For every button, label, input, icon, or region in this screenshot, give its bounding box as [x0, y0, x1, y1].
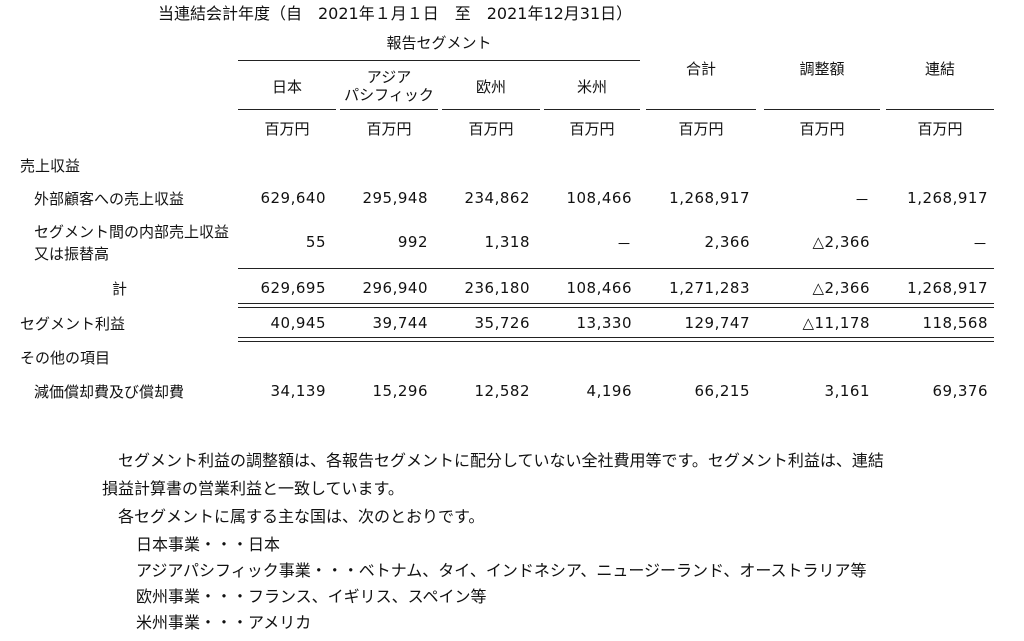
cell-value: 39,744 — [372, 314, 428, 332]
cell-value: 12,582 — [474, 382, 530, 400]
note-adjustment-line2: 損益計算書の営業利益と一致しています。 — [102, 479, 404, 498]
header-rule — [238, 109, 336, 110]
row-label-revenue: 売上収益 — [20, 157, 81, 175]
header-rule — [544, 109, 640, 110]
cell-value: 69,376 — [932, 382, 988, 400]
header-group-rule — [238, 60, 640, 61]
note-country-asia-pacific: アジアパシフィック事業・・・ベトナム、タイ、インドネシア、ニュージーランド、オー… — [136, 561, 867, 580]
unit-label: 百万円 — [468, 120, 514, 138]
cell-value: 34,139 — [270, 382, 326, 400]
header-rule — [886, 109, 994, 110]
cell-value: △2,366 — [812, 279, 870, 297]
row-label-depreciation: 減価償却費及び償却費 — [34, 383, 185, 401]
cell-value: 4,196 — [586, 382, 632, 400]
col-header-adjustment: 調整額 — [799, 60, 845, 78]
cell-value: 629,640 — [260, 189, 326, 207]
double-rule — [238, 303, 994, 304]
cell-value: 295,948 — [362, 189, 428, 207]
unit-label: 百万円 — [678, 120, 724, 138]
cell-value: 35,726 — [474, 314, 530, 332]
header-rule — [764, 109, 880, 110]
note-country-europe: 欧州事業・・・フランス、イギリス、スペイン等 — [136, 587, 487, 606]
note-countries-intro: 各セグメントに属する主な国は、次のとおりです。 — [118, 507, 485, 526]
cell-value: 118,568 — [922, 314, 988, 332]
cell-value: 15,296 — [372, 382, 428, 400]
cell-value: 1,271,283 — [669, 279, 750, 297]
cell-value: 40,945 — [270, 314, 326, 332]
col-header-consolidated: 連結 — [924, 60, 955, 78]
header-rule — [442, 109, 540, 110]
cell-value: 129,747 — [684, 314, 750, 332]
double-rule — [238, 307, 994, 308]
col-header-total: 合計 — [685, 60, 716, 78]
double-rule — [238, 337, 994, 338]
cell-value: △2,366 — [812, 233, 870, 251]
cell-value: 55 — [305, 233, 326, 251]
cell-value: － — [616, 235, 632, 253]
unit-label: 百万円 — [799, 120, 845, 138]
cell-value: 234,862 — [464, 189, 530, 207]
col-header-europe: 欧州 — [475, 78, 506, 96]
row-label-intersegment-revenue: セグメント間の内部売上収益 又は振替高 — [34, 223, 230, 263]
cell-value: － — [854, 191, 870, 209]
unit-label: 百万円 — [569, 120, 615, 138]
period-title: 当連結会計年度（自 2021年１月１日 至 2021年12月31日） — [158, 4, 633, 23]
cell-value: 1,268,917 — [907, 189, 988, 207]
cell-value: 1,318 — [484, 233, 530, 251]
note-country-americas: 米州事業・・・アメリカ — [136, 613, 312, 632]
reporting-segments-header: 報告セグメント — [386, 34, 492, 52]
row-label-other-items: その他の項目 — [20, 349, 111, 367]
cell-value: 2,366 — [704, 233, 750, 251]
note-country-japan: 日本事業・・・日本 — [136, 535, 281, 554]
cell-value: △11,178 — [802, 314, 870, 332]
cell-value: 108,466 — [566, 189, 632, 207]
double-rule — [238, 341, 994, 342]
cell-value: 3,161 — [824, 382, 870, 400]
cell-value: 1,268,917 — [907, 279, 988, 297]
cell-value: 296,940 — [362, 279, 428, 297]
note-adjustment-line1: セグメント利益の調整額は、各報告セグメントに配分していない全社費用等です。セグメ… — [118, 451, 884, 470]
unit-label: 百万円 — [264, 120, 310, 138]
cell-value: 1,268,917 — [669, 189, 750, 207]
header-rule — [646, 109, 756, 110]
subtotal-rule — [238, 268, 994, 269]
row-label-subtotal: 計 — [112, 280, 128, 298]
cell-value: 108,466 — [566, 279, 632, 297]
unit-label: 百万円 — [917, 120, 963, 138]
row-label-segment-profit: セグメント利益 — [20, 315, 126, 333]
cell-value: 66,215 — [694, 382, 750, 400]
col-header-americas: 米州 — [576, 78, 607, 96]
header-rule — [340, 109, 438, 110]
cell-value: － — [972, 235, 988, 253]
unit-label: 百万円 — [366, 120, 412, 138]
cell-value: 13,330 — [576, 314, 632, 332]
cell-value: 992 — [397, 233, 428, 251]
col-header-japan: 日本 — [271, 78, 302, 96]
cell-value: 629,695 — [260, 279, 326, 297]
row-label-external-revenue: 外部顧客への売上収益 — [34, 190, 185, 208]
col-header-asia-pacific: アジア パシフィック — [344, 68, 434, 104]
cell-value: 236,180 — [464, 279, 530, 297]
